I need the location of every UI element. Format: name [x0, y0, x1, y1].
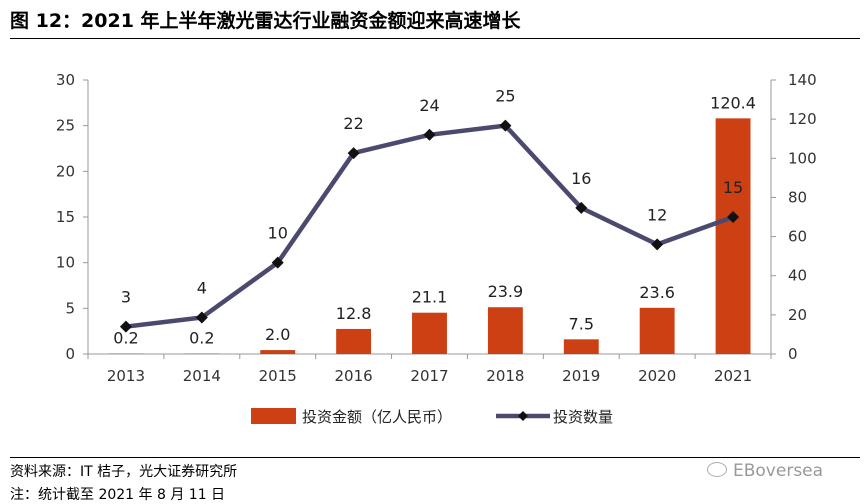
- watermark-text: EBoversea: [733, 461, 823, 481]
- bar-data-label: 2.0: [265, 325, 290, 344]
- legend-bar-swatch: [251, 408, 296, 424]
- footnote: 注：统计截至 2021 年 8 月 11 日: [10, 484, 225, 504]
- x-tick-label: 2019: [562, 367, 600, 385]
- bar-data-label: 21.1: [412, 288, 448, 307]
- x-tick-label: 2014: [183, 367, 221, 385]
- bar: [564, 339, 599, 354]
- right-tick-label: 20: [788, 306, 807, 324]
- right-tick-label: 40: [788, 267, 807, 285]
- line-data-label: 16: [571, 169, 591, 188]
- left-tick-label: 5: [65, 299, 75, 317]
- x-tick-label: 2017: [410, 367, 448, 385]
- bar-data-label: 12.8: [336, 304, 372, 323]
- bar-data-label: 0.2: [189, 329, 214, 348]
- right-tick-label: 140: [788, 71, 817, 89]
- x-tick-label: 2015: [259, 367, 297, 385]
- left-tick-label: 20: [56, 162, 75, 180]
- line-data-label: 22: [343, 114, 363, 133]
- bar: [640, 308, 675, 354]
- bar-data-label: 23.6: [639, 283, 675, 302]
- left-tick-label: 10: [56, 254, 75, 272]
- line-data-label: 15: [723, 178, 743, 197]
- bar: [336, 329, 371, 354]
- left-tick-label: 30: [56, 71, 75, 89]
- x-tick-label: 2016: [335, 367, 373, 385]
- right-tick-label: 80: [788, 188, 807, 206]
- legend-line-marker: [518, 411, 528, 421]
- bar: [260, 350, 295, 354]
- line-point: [424, 129, 436, 141]
- source-note: 资料来源：IT 桔子，光大证券研究所: [10, 461, 237, 481]
- bar-data-label: 23.9: [488, 282, 524, 301]
- right-tick-label: 60: [788, 228, 807, 246]
- left-tick-label: 0: [65, 345, 75, 363]
- bar-data-label: 120.4: [710, 93, 756, 112]
- line-data-label: 25: [495, 87, 515, 106]
- chart: 0 5 10 15 20 25 30 0 20 40 60 80 100 120 140 2013 2014 20…: [0, 0, 868, 460]
- line-data-label: 4: [197, 278, 207, 297]
- watermark: EBoversea: [707, 461, 823, 481]
- left-tick-label: 25: [56, 117, 75, 135]
- line-data-label: 24: [419, 96, 439, 115]
- x-tick-label: 2020: [638, 367, 676, 385]
- legend-bar-label: 投资金额（亿人民币）: [302, 408, 452, 426]
- chat-bubble-icon: [707, 462, 727, 477]
- line-data-label: 12: [647, 205, 667, 224]
- x-tick-label: 2021: [714, 367, 752, 385]
- line-data-label: 3: [121, 288, 131, 307]
- x-tick-label: 2018: [486, 367, 524, 385]
- right-tick-label: 0: [788, 345, 798, 363]
- right-tick-label: 100: [788, 149, 817, 167]
- legend-line-label: 投资数量: [553, 408, 613, 426]
- footer-rule: [10, 457, 860, 458]
- right-tick-label: 120: [788, 110, 817, 128]
- bar: [412, 313, 447, 354]
- x-tick-label: 2013: [107, 367, 145, 385]
- bar: [716, 118, 751, 354]
- left-tick-label: 15: [56, 208, 75, 226]
- bar-data-label: 7.5: [569, 314, 594, 333]
- bar: [488, 307, 523, 354]
- line-data-label: 10: [268, 224, 288, 243]
